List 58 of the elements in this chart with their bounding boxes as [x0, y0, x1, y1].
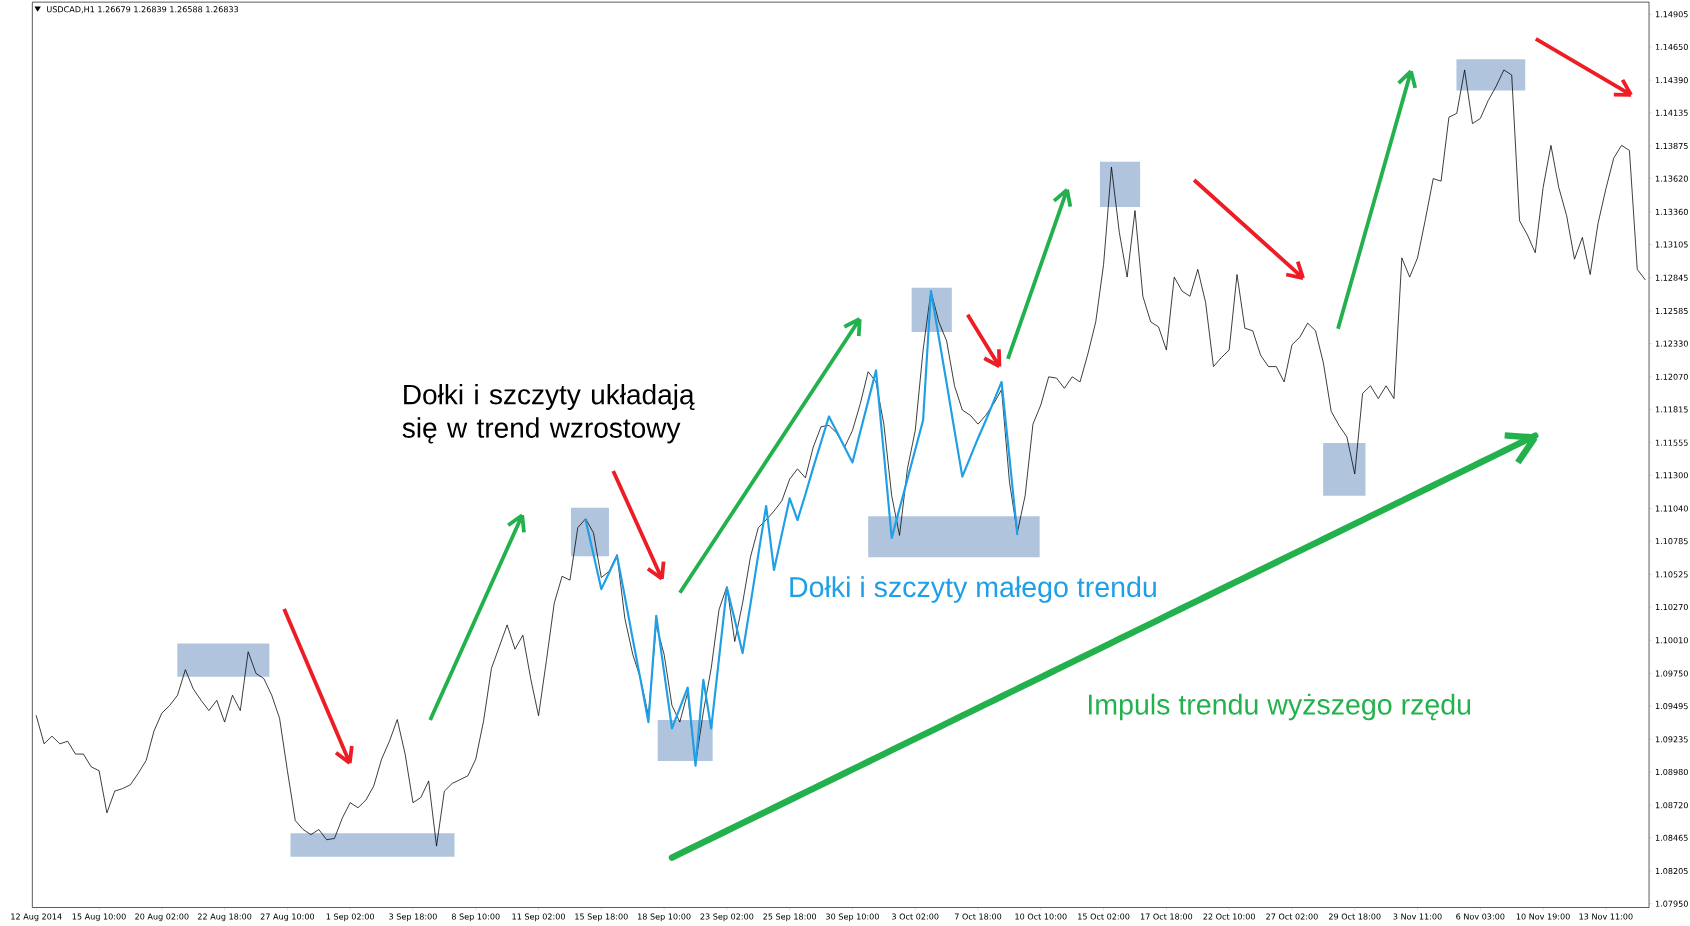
y-tick-label: 1.14135 — [1655, 109, 1688, 116]
y-tick-label: 1.13105 — [1655, 241, 1688, 248]
x-tick-label: 15 Sep 18:00 — [575, 913, 628, 922]
y-tick-label: 1.10270 — [1655, 604, 1688, 611]
x-tick-label: 8 Sep 10:00 — [451, 913, 500, 922]
x-tick-label: 3 Nov 11:00 — [1393, 913, 1442, 920]
y-tick-label: 1.08720 — [1655, 802, 1688, 809]
annotation: Dołki i szczyty małego trendu — [790, 576, 1156, 603]
x-tick-label: 1 Sep 02:00 — [326, 913, 375, 922]
chart-title: USDCAD,H1 1.26679 1.26839 1.26588 1.26833 — [47, 6, 239, 14]
x-tick-label: 13 Nov 11:00 — [1579, 913, 1633, 920]
y-tick-label: 1.11040 — [1655, 505, 1688, 512]
y-tick-label: 1.10010 — [1655, 637, 1688, 644]
y-tick-label: 1.08980 — [1655, 768, 1688, 776]
x-tick-label: 27 Oct 02:00 — [1266, 913, 1318, 920]
y-tick-label: 1.12070 — [1655, 373, 1688, 380]
y-tick-label: 1.11555 — [1655, 439, 1688, 446]
y-tick-label: 1.09750 — [1655, 670, 1688, 677]
x-tick-label: 10 Oct 10:00 — [1015, 913, 1067, 920]
y-tick-label: 1.09495 — [1655, 703, 1688, 710]
x-tick-label: 25 Sep 18:00 — [763, 913, 817, 922]
y-tick-label: 1.08465 — [1655, 834, 1688, 841]
x-tick-label: 27 Aug 10:00 — [260, 913, 315, 922]
y-tick-label: 1.14905 — [1655, 11, 1688, 18]
y-tick-label: 1.12585 — [1655, 307, 1688, 315]
y-tick-label: 1.13875 — [1655, 143, 1688, 150]
x-tick-label: 30 Sep 10:00 — [826, 913, 879, 922]
x-tick-label: 7 Oct 18:00 — [954, 913, 1002, 920]
annotation: Dołki i szczyty układają się w trend wzrostowy — [402, 383, 695, 444]
x-tick-label: 3 Oct 02:00 — [892, 913, 939, 920]
y-tick-label: 1.11300 — [1655, 472, 1688, 479]
x-tick-label: 3 Sep 18:00 — [389, 913, 437, 922]
y-tick-label: 1.10785 — [1655, 538, 1688, 545]
x-tick-label: 15 Aug 10:00 — [72, 913, 126, 922]
x-tick-label: 6 Nov 03:00 — [1456, 913, 1505, 920]
y-tick-label: 1.12330 — [1655, 340, 1688, 347]
y-tick-label: 1.13620 — [1655, 175, 1688, 182]
x-tick-label: 11 Sep 02:00 — [512, 913, 565, 922]
y-tick-label: 1.11815 — [1655, 406, 1688, 413]
x-tick-label: 12 Aug 2014 — [11, 913, 62, 922]
x-tick-label: 22 Oct 10:00 — [1203, 913, 1255, 920]
y-tick-label: 1.07950 — [1655, 900, 1688, 907]
y-tick-label: 1.14650 — [1655, 43, 1688, 51]
x-tick-label: 18 Sep 10:00 — [638, 913, 691, 922]
x-tick-label: 29 Oct 18:00 — [1328, 913, 1381, 920]
x-tick-label: 15 Oct 02:00 — [1078, 913, 1130, 920]
y-tick-label: 1.12845 — [1655, 274, 1688, 281]
y-tick-label: 1.14390 — [1655, 77, 1688, 84]
y-tick-label: 1.10525 — [1655, 571, 1688, 578]
x-tick-label: 23 Sep 02:00 — [700, 913, 754, 922]
annotation: Impuls trendu wyższego rzędu — [1088, 693, 1471, 721]
y-tick-label: 1.13360 — [1655, 208, 1688, 215]
y-tick-label: 1.09235 — [1655, 736, 1688, 743]
x-tick-label: 22 Aug 18:00 — [197, 913, 252, 922]
x-tick-label: 17 Oct 18:00 — [1140, 913, 1193, 920]
x-tick-label: 20 Aug 02:00 — [135, 913, 189, 922]
x-tick-label: 10 Nov 19:00 — [1516, 913, 1570, 920]
y-tick-label: 1.08205 — [1655, 868, 1688, 875]
